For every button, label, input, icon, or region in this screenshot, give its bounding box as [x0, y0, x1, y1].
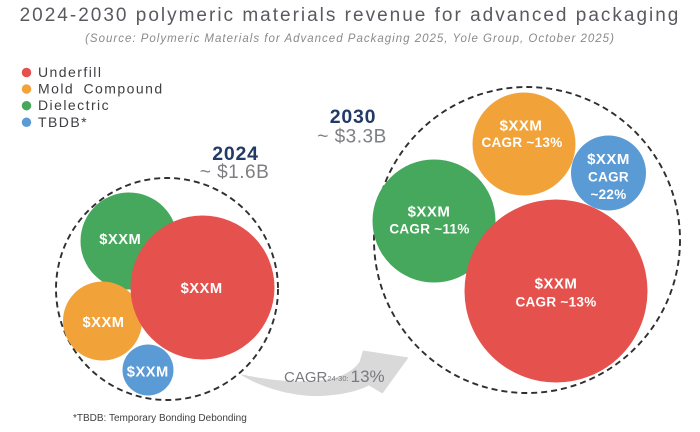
svg-text:Dielectric: Dielectric [38, 97, 110, 113]
svg-text:2024: 2024 [212, 143, 259, 165]
svg-text:CAGR24-30:13%: CAGR24-30: 13% [284, 367, 385, 386]
svg-text:Mold Compound: Mold Compound [38, 81, 164, 97]
svg-text:$XXM: $XXM [127, 364, 169, 380]
svg-text:$XXM: $XXM [408, 204, 451, 221]
svg-text:$XXM: $XXM [181, 281, 223, 297]
svg-text:$XXM: $XXM [587, 151, 630, 168]
svg-text:~ $3.3B: ~ $3.3B [317, 127, 387, 148]
svg-text:~22%: ~22% [590, 187, 626, 202]
svg-text:CAGR ~13%: CAGR ~13% [515, 295, 596, 310]
svg-text:Underfill: Underfill [38, 64, 102, 80]
svg-text:2030: 2030 [330, 106, 377, 128]
svg-text:CAGR: CAGR [588, 170, 629, 185]
svg-text:TBDB*: TBDB* [38, 114, 88, 130]
svg-text:$XXM: $XXM [99, 232, 141, 248]
svg-text:~ $1.6B: ~ $1.6B [200, 162, 270, 183]
svg-text:CAGR ~11%: CAGR ~11% [389, 222, 469, 237]
svg-text:CAGR ~13%: CAGR ~13% [481, 135, 562, 150]
svg-text:$XXM: $XXM [500, 118, 543, 135]
svg-text:$XXM: $XXM [535, 276, 578, 293]
svg-text:*TBDB: Temporary Bonding Debon: *TBDB: Temporary Bonding Debonding [73, 413, 247, 424]
svg-text:$XXM: $XXM [83, 315, 125, 331]
